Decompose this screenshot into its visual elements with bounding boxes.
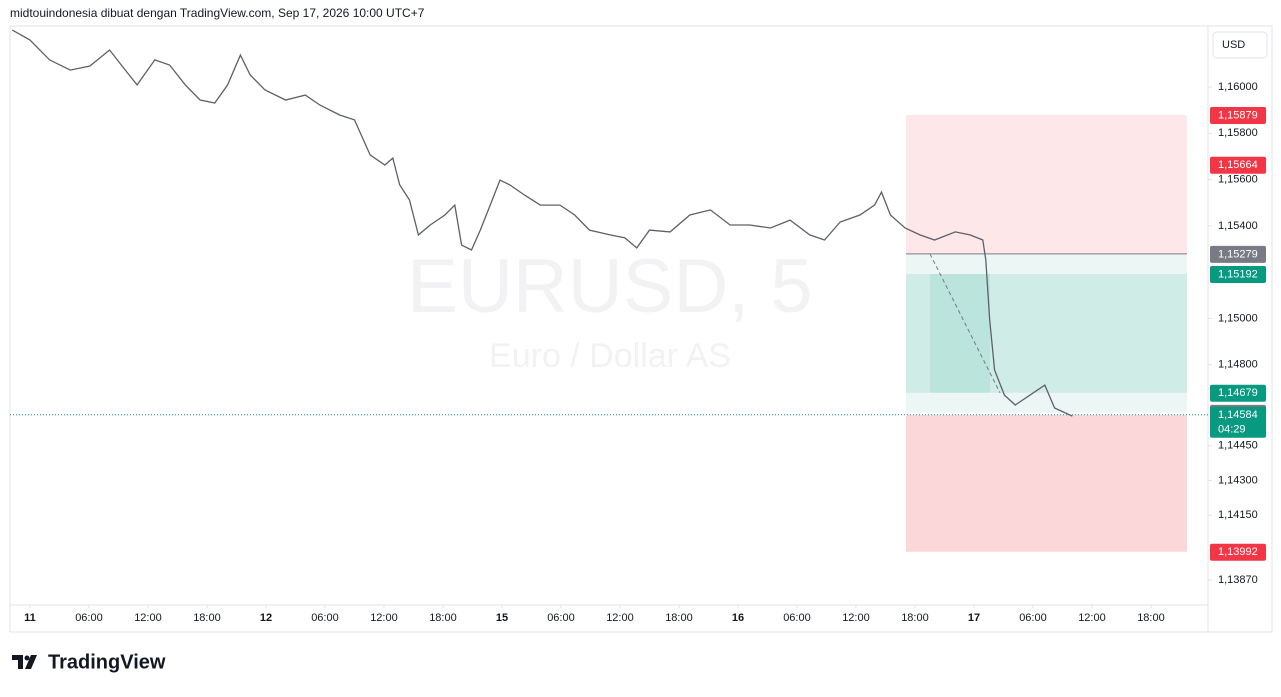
price-label <box>1210 543 1266 561</box>
y-tick-label: 1,16000 <box>1218 81 1258 93</box>
price-label <box>1210 384 1266 402</box>
x-tick-label: 11 <box>24 612 36 624</box>
x-tick-label: 12:00 <box>134 612 162 624</box>
x-tick-label: 12 <box>260 612 272 624</box>
y-tick-label: 1,15600 <box>1218 174 1258 186</box>
price-label-text: 1,14584 <box>1218 409 1258 421</box>
price-label-text: 1,14679 <box>1218 387 1258 399</box>
x-tick-label: 18:00 <box>1137 612 1165 624</box>
trade-range <box>930 274 990 393</box>
x-tick-label: 17 <box>968 612 980 624</box>
position-tool <box>906 115 1187 552</box>
watermark-symbol: EURUSD, 5 <box>407 244 812 329</box>
chart-frame <box>9 25 1273 633</box>
x-tick-label: 16 <box>732 612 744 624</box>
currency-button[interactable] <box>1212 31 1268 59</box>
x-tick-label: 12:00 <box>842 612 870 624</box>
price-label <box>1210 406 1266 438</box>
price-label <box>1210 266 1266 284</box>
x-tick-label: 18:00 <box>429 612 457 624</box>
y-tick-label: 1,15400 <box>1218 220 1258 232</box>
price-label-text: 1,15879 <box>1218 109 1258 121</box>
y-tick-label: 1,14150 <box>1218 509 1258 521</box>
x-tick-label: 18:00 <box>193 612 221 624</box>
currency-button-label[interactable]: USD <box>1222 39 1245 51</box>
price-label-text: 1,15664 <box>1218 159 1258 171</box>
logo-icon <box>12 655 37 669</box>
logo-text: TradingView <box>48 651 166 673</box>
x-tick-label: 12:00 <box>1078 612 1106 624</box>
y-tick-label: 1,13870 <box>1218 574 1258 586</box>
y-tick-label: 1,15000 <box>1218 312 1258 324</box>
target-band <box>906 274 1187 393</box>
price-label <box>1210 156 1266 174</box>
price-label <box>1210 107 1266 125</box>
price-label-text: 1,15279 <box>1218 248 1258 260</box>
y-tick-label: 1,15800 <box>1218 127 1258 139</box>
trade-path <box>929 253 1001 393</box>
x-tick-label: 06:00 <box>75 612 103 624</box>
x-tick-label: 06:00 <box>783 612 811 624</box>
x-tick-label: 06:00 <box>311 612 339 624</box>
target-zone <box>906 253 1187 413</box>
x-tick-label: 18:00 <box>665 612 693 624</box>
x-tick-label: 12:00 <box>606 612 634 624</box>
logo-icon-dot <box>24 655 30 661</box>
y-tick-label: 1,14300 <box>1218 474 1258 486</box>
price-label-text: 1,13992 <box>1218 546 1258 558</box>
x-tick-label: 06:00 <box>547 612 575 624</box>
stop-zone <box>906 115 1187 254</box>
x-tick-label: 12:00 <box>370 612 398 624</box>
price-label-text: 1,15192 <box>1218 268 1258 280</box>
x-tick-label: 15 <box>496 612 508 624</box>
price-line <box>11 29 1073 417</box>
y-tick-label: 1,14450 <box>1218 440 1258 452</box>
price-label <box>1210 245 1266 263</box>
header: midtouindonesia dibuat dengan TradingVie… <box>10 6 425 20</box>
watermark-description: Euro / Dollar AS <box>489 337 731 375</box>
logo[interactable]: TradingView <box>12 651 166 673</box>
x-tick-label: 06:00 <box>1019 612 1047 624</box>
y-tick-label: 1,14800 <box>1218 359 1258 371</box>
plot <box>10 29 1208 417</box>
loss-zone <box>906 414 1187 552</box>
countdown: 04:29 <box>1218 424 1246 436</box>
x-tick-label: 18:00 <box>901 612 929 624</box>
